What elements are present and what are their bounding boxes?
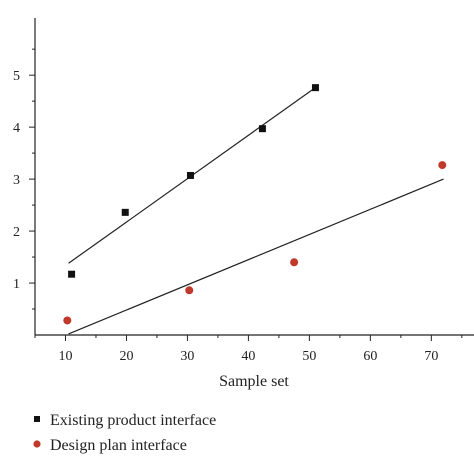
x-tick-label: 30 [180, 349, 194, 364]
data-point-series-0 [258, 125, 266, 133]
plot-area: 10 20 30 40 50 60 70 1 2 3 4 5 [13, 18, 474, 364]
legend-label-design: Design plan interface [50, 437, 187, 454]
legend-marker-existing [34, 416, 40, 422]
y-ticks: 1 2 3 4 5 [13, 48, 35, 310]
legend-label-existing: Existing product interface [50, 412, 216, 429]
x-ticks: 10 20 30 40 50 60 70 [34, 335, 463, 364]
y-tick-label: 2 [13, 225, 20, 240]
x-tick-label: 50 [302, 349, 316, 364]
data-points [63, 84, 447, 325]
data-point-series-0 [186, 171, 194, 179]
data-point-series-0 [68, 270, 76, 278]
x-tick-label: 40 [241, 349, 255, 364]
x-axis-title: Sample set [219, 373, 289, 390]
x-tick-label: 10 [58, 349, 72, 364]
data-point-series-0 [121, 208, 129, 216]
legend-marker-design [33, 440, 41, 448]
data-point-series-1 [185, 286, 194, 295]
y-tick-label: 3 [13, 173, 20, 188]
y-tick-label: 1 [13, 277, 20, 292]
data-point-series-1 [290, 258, 299, 267]
x-tick-label: 20 [119, 349, 133, 364]
y-tick-label: 4 [13, 121, 20, 136]
x-tick-label: 60 [363, 349, 377, 364]
legend: Existing product interface Design plan i… [33, 412, 216, 454]
y-tick-label: 5 [13, 69, 20, 84]
x-tick-label: 70 [424, 349, 438, 364]
data-point-series-1 [438, 161, 447, 170]
data-point-series-0 [311, 84, 319, 92]
data-point-series-1 [63, 316, 72, 325]
fit-line-series-1 [68, 178, 444, 335]
